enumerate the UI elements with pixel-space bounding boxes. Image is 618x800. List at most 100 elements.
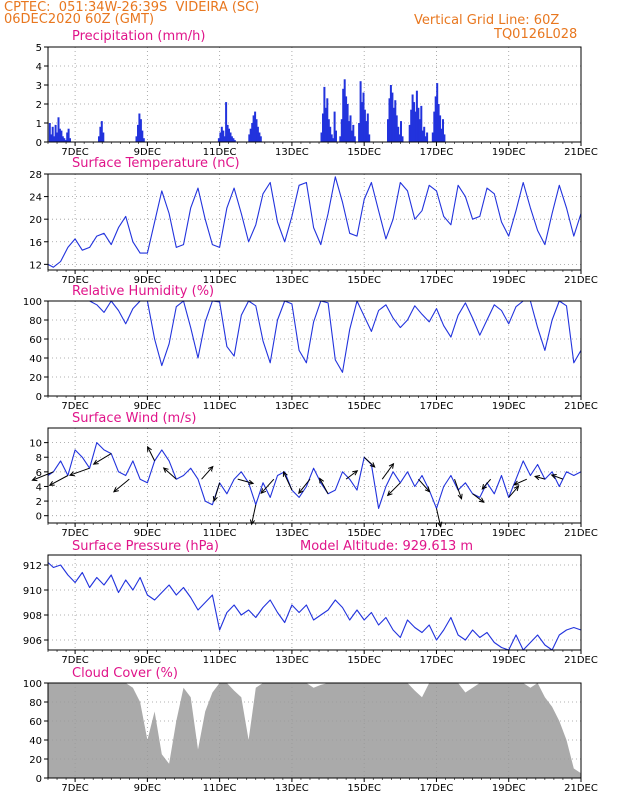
temp-xtick-label: 19DEC [492, 275, 526, 286]
precip-bar [400, 121, 402, 142]
precip-bar [420, 105, 423, 142]
temp-ytick-label: 12 [29, 260, 42, 271]
wind-arrow [237, 478, 254, 484]
precip-bar [322, 113, 324, 142]
wind-arrowhead [457, 493, 463, 500]
precip-bar [233, 140, 236, 142]
precip-bar [387, 119, 389, 142]
precip-bar [137, 124, 139, 142]
cloud-ytick-label: 60 [29, 717, 42, 728]
cloud-xtick-label: 13DEC [275, 783, 309, 794]
precip-ytick-label: 4 [36, 62, 42, 73]
rh-ytick-label: 20 [29, 373, 42, 384]
header-datetime: 06DEC2020 60Z (GMT) [4, 12, 155, 27]
precip-bar [442, 119, 444, 142]
wind-arrow [251, 504, 257, 525]
precip-bar [332, 138, 335, 142]
precip-xtick-label: 19DEC [492, 147, 526, 158]
precip-bar [228, 128, 230, 142]
precip-bar [365, 121, 368, 142]
precip-bar [434, 96, 437, 142]
precip-ytick-label: 0 [36, 138, 42, 149]
press-frame [47, 554, 582, 651]
precip-bar [414, 111, 417, 142]
precip-bar [248, 134, 251, 142]
precip-bar [63, 138, 66, 142]
precip-bar [366, 113, 369, 142]
press-ytick-label: 906 [23, 636, 42, 647]
precip-bar [48, 123, 51, 142]
precip-bar [362, 92, 365, 142]
wind-ytick-label: 2 [36, 497, 42, 508]
precip-bar [423, 126, 426, 142]
wind-arrowhead [388, 462, 395, 469]
temp-ytick-label: 24 [29, 193, 42, 204]
precip-bar [395, 115, 398, 142]
wind-title: Surface Wind (m/s) [72, 411, 197, 426]
cloud-xtick-label: 9DEC [134, 783, 161, 794]
cloud-xtick-label: 19DEC [492, 783, 526, 794]
wind-frame [47, 427, 582, 524]
wind-arrow [147, 446, 156, 462]
precip-bar [99, 126, 102, 142]
precip-bar [64, 140, 67, 142]
precip-bar [353, 136, 356, 142]
precip-bar [401, 136, 404, 142]
precip-frame [47, 46, 582, 143]
cloud-ytick-label: 80 [29, 698, 42, 709]
precip-bar [361, 102, 363, 142]
wind-ytick-label: 10 [29, 439, 42, 450]
temp-ytick-label: 16 [29, 238, 42, 249]
wind-xtick-label: 9DEC [134, 528, 161, 539]
precip-bar [50, 134, 53, 142]
press-annotation: Model Altitude: 929.613 m [300, 539, 474, 554]
wind-arrow [345, 470, 358, 480]
precip-bar [100, 121, 103, 142]
precip-bar [335, 130, 337, 142]
precip-panel: 0 1 2 3 4 5 7DEC 9DEC 11DEC 13DEC 15DEC 17DEC 19DEC 2… [36, 43, 598, 158]
precip-bar [230, 136, 233, 142]
press-title: Surface Pressure (hPa) [72, 539, 219, 554]
precip-bar [408, 124, 411, 142]
precip-bar [342, 88, 345, 142]
precip-bar [394, 100, 397, 142]
precip-bar [388, 98, 391, 142]
wind-arrowhead [513, 480, 520, 486]
temp-ytick-label: 28 [29, 170, 42, 181]
precip-xtick-label: 7DEC [61, 147, 88, 158]
temp-xtick-label: 17DEC [420, 275, 454, 286]
temp-xtick-label: 15DEC [347, 275, 381, 286]
precip-bar [415, 90, 418, 142]
cloud-xtick-label: 7DEC [61, 783, 88, 794]
wind-arrowhead [260, 488, 267, 495]
wind-arrowhead [352, 470, 359, 476]
wind-arrow [260, 478, 275, 494]
press-xtick-label: 19DEC [492, 655, 526, 666]
precip-xtick-label: 13DEC [275, 147, 309, 158]
temp-title: Surface Temperature (nC) [72, 156, 240, 171]
wind-arrow [363, 456, 376, 468]
wind-arrowhead [369, 462, 376, 468]
wind-series-line [47, 442, 582, 509]
wind-arrowhead [113, 486, 119, 493]
wind-arrow [513, 478, 527, 486]
precip-bar [226, 124, 229, 142]
precip-bar [223, 136, 226, 142]
precip-bar [352, 124, 355, 142]
precip-bar [61, 136, 64, 142]
press-ytick-label: 912 [23, 561, 42, 572]
rh-xtick-label: 21DEC [564, 401, 598, 412]
wind-arrow [418, 478, 430, 493]
cloud-xtick-label: 17DEC [420, 783, 454, 794]
wind-arrowhead [208, 465, 214, 472]
wind-xtick-label: 21DEC [564, 528, 598, 539]
press-xtick-label: 13DEC [275, 655, 309, 666]
precip-bar [431, 132, 434, 142]
wind-arrow [93, 453, 112, 465]
precip-bar [252, 115, 255, 142]
wind-ytick-label: 6 [36, 468, 42, 479]
precip-xtick-label: 9DEC [134, 147, 161, 158]
precip-xtick-label: 15DEC [347, 147, 381, 158]
temp-panel: 12 16 20 24 28 7DEC 9DEC 11DEC 13DEC 15DEC 17DEC 19… [29, 170, 598, 286]
